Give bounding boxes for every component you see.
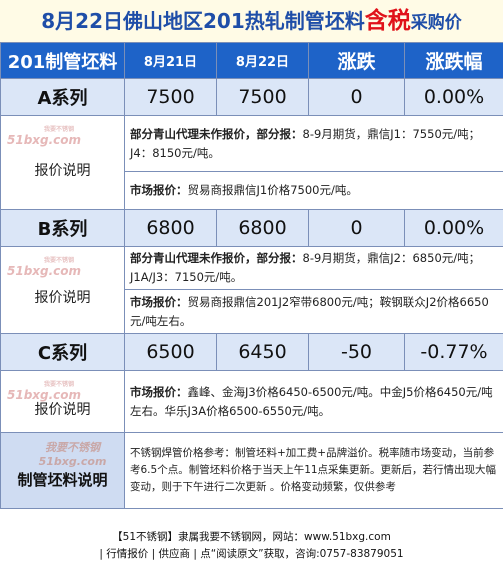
footer-label-cell: 我要不锈钢51bxg.com 制管坯料说明 bbox=[1, 433, 125, 509]
series-name: B系列 bbox=[1, 210, 125, 247]
note-label: 报价说明 bbox=[1, 160, 124, 180]
price-table: 201制管坯料 8月21日 8月22日 涨跌 涨跌幅 A系列 7500 7500… bbox=[0, 42, 503, 509]
bottom-line-2: | 行情报价 | 供应商 | 点“阅读原文”获取，咨询:0757-8387905… bbox=[0, 546, 503, 563]
footer-row: 我要不锈钢51bxg.com 制管坯料说明 不锈钢焊管价格参考：制管坯料+加工费… bbox=[1, 433, 503, 509]
watermark-logo: 我要不锈钢51bxg.com bbox=[21, 439, 124, 468]
header-date2: 8月22日 bbox=[217, 43, 309, 79]
header-product: 201制管坯料 bbox=[1, 43, 125, 79]
price-prev: 6800 bbox=[125, 210, 217, 247]
price-prev: 7500 bbox=[125, 79, 217, 116]
price-today: 6800 bbox=[217, 210, 309, 247]
note-text: 市场报价：贸易商报鼎信J1价格7500元/吨。 bbox=[125, 172, 503, 210]
note-text: 市场报价：贸易商报鼎信201J2窄带6800元/吨；鞍钢联众J2价格6650元/… bbox=[125, 290, 503, 334]
series-name: A系列 bbox=[1, 79, 125, 116]
price-change-pct: 0.00% bbox=[405, 210, 503, 247]
bottom-line-1: 【51不锈钢】隶属我要不锈钢网，网站：www.51bxg.com bbox=[0, 529, 503, 546]
footer-note: 不锈钢焊管价格参考：制管坯料+加工费+品牌溢价。税率随市场变动，当前参考6.5个… bbox=[125, 433, 503, 509]
price-change: -50 bbox=[309, 334, 405, 371]
table-row: B系列 6800 6800 0 0.00% bbox=[1, 210, 503, 247]
note-text: 市场报价：鑫峰、金海J3价格6450-6500元/吨。中金J5价格6450元/吨… bbox=[125, 371, 503, 433]
price-change: 0 bbox=[309, 79, 405, 116]
price-change: 0 bbox=[309, 210, 405, 247]
price-change-pct: -0.77% bbox=[405, 334, 503, 371]
price-today: 7500 bbox=[217, 79, 309, 116]
price-change-pct: 0.00% bbox=[405, 79, 503, 116]
note-label: 报价说明 bbox=[1, 287, 124, 307]
price-prev: 6500 bbox=[125, 334, 217, 371]
note-text: 部分青山代理未作报价，部分报：8-9月期货，鼎信J2：6850元/吨；J1A/J… bbox=[125, 247, 503, 290]
title-highlight: 含税 bbox=[365, 8, 411, 34]
page-title: 8月22日佛山地区201热轧制管坯料含税采购价 bbox=[0, 0, 503, 42]
table-row: A系列 7500 7500 0 0.00% bbox=[1, 79, 503, 116]
note-text: 部分青山代理未作报价，部分报：8-9月期货，鼎信J1：7550元/吨；J4：81… bbox=[125, 116, 503, 172]
price-today: 6450 bbox=[217, 334, 309, 371]
footer-label: 制管坯料说明 bbox=[1, 469, 124, 490]
bottom-info: 【51不锈钢】隶属我要不锈钢网，网站：www.51bxg.com | 行情报价 … bbox=[0, 527, 503, 568]
title-main: 8月22日佛山地区201热轧制管坯料 bbox=[41, 9, 365, 33]
header-change: 涨跌 bbox=[309, 43, 405, 79]
table-header: 201制管坯料 8月21日 8月22日 涨跌 涨跌幅 bbox=[1, 43, 503, 79]
title-tail: 采购价 bbox=[411, 13, 462, 33]
header-date1: 8月21日 bbox=[125, 43, 217, 79]
series-name: C系列 bbox=[1, 334, 125, 371]
table-row: C系列 6500 6450 -50 -0.77% bbox=[1, 334, 503, 371]
header-change-pct: 涨跌幅 bbox=[405, 43, 503, 79]
